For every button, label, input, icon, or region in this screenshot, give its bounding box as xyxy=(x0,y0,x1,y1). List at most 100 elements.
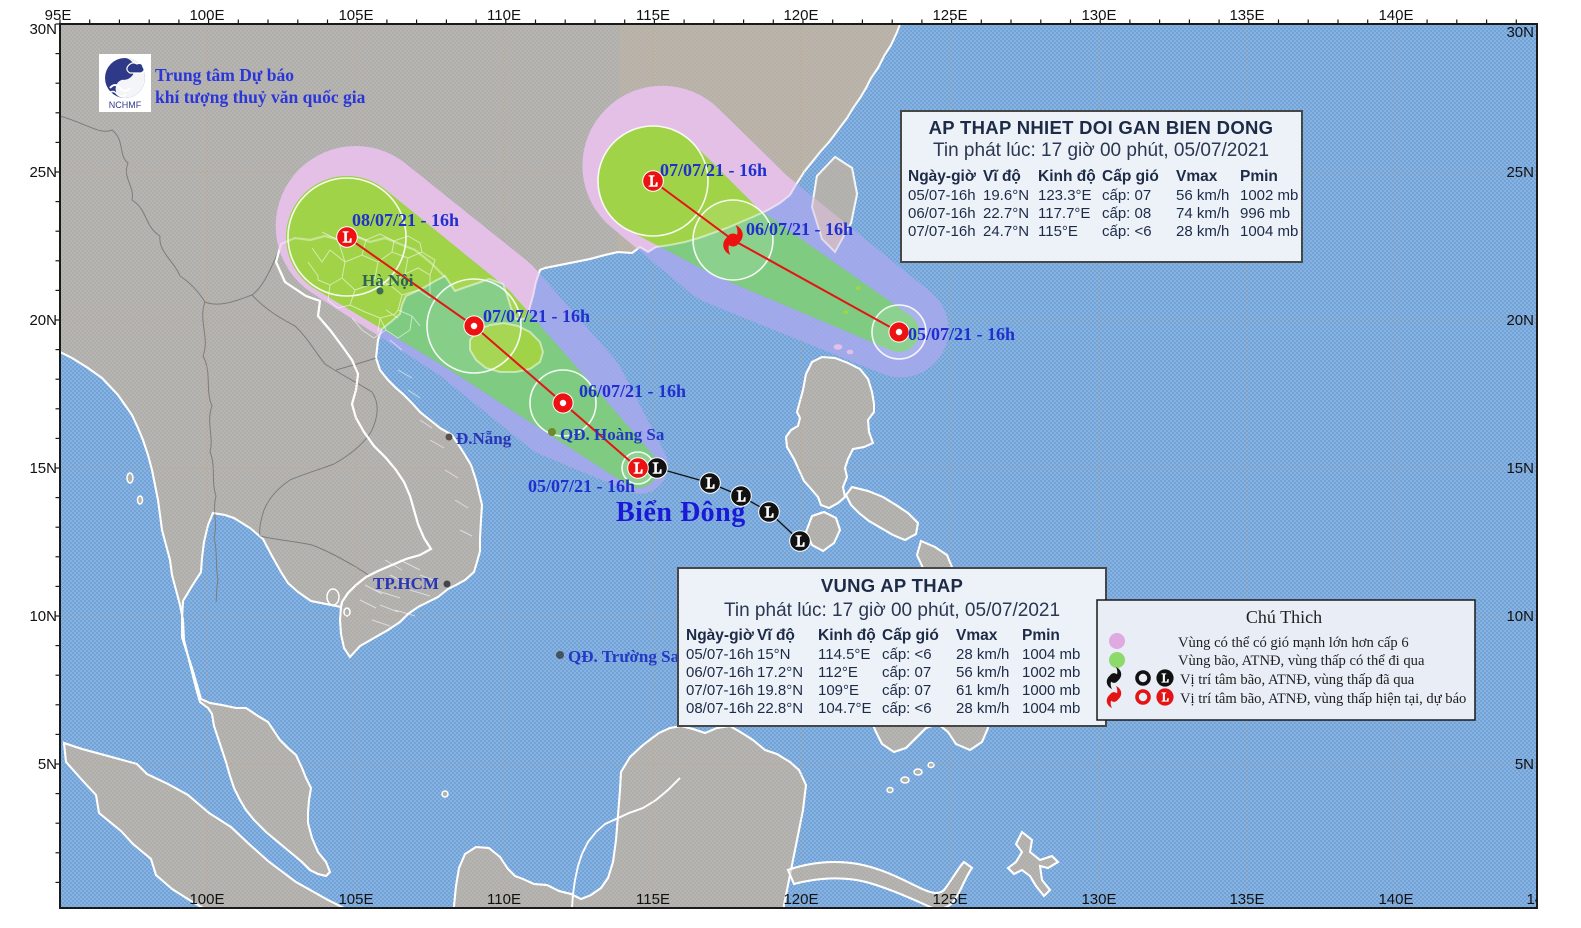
svg-text:08/07-16h: 08/07-16h xyxy=(686,700,754,717)
svg-text:cấp: 07: cấp: 07 xyxy=(1102,187,1151,204)
svg-text:1004 mb: 1004 mb xyxy=(1022,646,1080,663)
svg-text:Trung tâm Dự báo: Trung tâm Dự báo xyxy=(155,65,294,85)
svg-text:Vùng bão, ATNĐ, vùng thấp có t: Vùng bão, ATNĐ, vùng thấp có thể đi qua xyxy=(1178,653,1425,669)
svg-text:5N: 5N xyxy=(38,756,57,773)
svg-text:140E: 140E xyxy=(1378,891,1413,908)
svg-text:Biển Đông: Biển Đông xyxy=(616,497,746,528)
svg-text:145E: 145E xyxy=(1526,891,1561,908)
svg-text:115°E: 115°E xyxy=(1038,223,1078,240)
svg-text:05/07/21 - 16h: 05/07/21 - 16h xyxy=(528,476,635,496)
svg-text:Đ.Nẵng: Đ.Nẵng xyxy=(456,429,512,448)
svg-text:30N: 30N xyxy=(29,21,57,38)
svg-text:28 km/h: 28 km/h xyxy=(956,646,1009,663)
svg-text:NCHMF: NCHMF xyxy=(109,100,142,110)
svg-text:Vmax: Vmax xyxy=(956,627,998,644)
svg-text:996 mb: 996 mb xyxy=(1240,205,1290,222)
svg-text:120E: 120E xyxy=(783,7,818,24)
svg-text:05/07-16h: 05/07-16h xyxy=(908,187,976,204)
svg-text:VUNG AP THAP: VUNG AP THAP xyxy=(821,575,963,596)
svg-text:135E: 135E xyxy=(1229,7,1264,24)
svg-text:109°E: 109°E xyxy=(818,682,859,699)
svg-text:06/07-16h: 06/07-16h xyxy=(908,205,976,222)
svg-text:cấp: <6: cấp: <6 xyxy=(1102,223,1152,240)
svg-text:Cấp gió: Cấp gió xyxy=(882,627,939,644)
svg-text:05/07-16h: 05/07-16h xyxy=(686,646,754,663)
svg-text:Hà Nội: Hà Nội xyxy=(362,271,414,290)
svg-text:Vị trí tâm bão, ATNĐ, vùng thấ: Vị trí tâm bão, ATNĐ, vùng thấp hiện tại… xyxy=(1180,691,1466,707)
svg-text:25N: 25N xyxy=(29,164,57,181)
svg-text:1000 mb: 1000 mb xyxy=(1022,682,1080,699)
svg-text:khí tượng thuỷ văn quốc gia: khí tượng thuỷ văn quốc gia xyxy=(155,87,366,107)
svg-text:Chú Thich: Chú Thich xyxy=(1246,607,1322,627)
svg-text:Tin phát lúc: 17 giờ 00 phút,: Tin phát lúc: 17 giờ 00 phút, 05/07/2021 xyxy=(724,600,1060,621)
svg-text:1002 mb: 1002 mb xyxy=(1240,187,1298,204)
svg-text:20N: 20N xyxy=(29,312,57,329)
svg-text:5N: 5N xyxy=(1515,756,1534,773)
svg-text:QĐ. Hoàng Sa: QĐ. Hoàng Sa xyxy=(560,425,665,444)
svg-text:10N: 10N xyxy=(1506,608,1534,625)
svg-text:QĐ. Trường Sa: QĐ. Trường Sa xyxy=(568,647,680,666)
svg-text:61 km/h: 61 km/h xyxy=(956,682,1009,699)
svg-text:19.8°N: 19.8°N xyxy=(757,682,803,699)
svg-text:17.2°N: 17.2°N xyxy=(757,664,803,681)
svg-text:cấp: 07: cấp: 07 xyxy=(882,664,931,681)
svg-text:130E: 130E xyxy=(1081,891,1116,908)
svg-text:15°N: 15°N xyxy=(757,646,791,663)
svg-text:100E: 100E xyxy=(189,7,224,24)
svg-text:15N: 15N xyxy=(1506,460,1534,477)
svg-text:22.7°N: 22.7°N xyxy=(983,205,1029,222)
svg-text:Cấp gió: Cấp gió xyxy=(1102,168,1159,185)
svg-text:130E: 130E xyxy=(1081,7,1116,24)
svg-text:56 km/h: 56 km/h xyxy=(956,664,1009,681)
svg-text:Kinh độ: Kinh độ xyxy=(1038,168,1096,185)
svg-text:30N: 30N xyxy=(1506,24,1534,41)
svg-text:28 km/h: 28 km/h xyxy=(956,700,1009,717)
svg-text:24.7°N: 24.7°N xyxy=(983,223,1029,240)
svg-text:28 km/h: 28 km/h xyxy=(1176,223,1229,240)
svg-text:117.7°E: 117.7°E xyxy=(1038,205,1090,222)
svg-text:114.5°E: 114.5°E xyxy=(818,646,870,663)
svg-text:20N: 20N xyxy=(1506,312,1534,329)
svg-text:100E: 100E xyxy=(189,891,224,908)
svg-text:15N: 15N xyxy=(29,460,57,477)
svg-text:Vùng có thể có gió mạnh lớn hơ: Vùng có thể có gió mạnh lớn hơn cấp 6 xyxy=(1178,635,1409,651)
svg-text:cấp: <6: cấp: <6 xyxy=(882,646,932,663)
svg-text:115E: 115E xyxy=(636,891,670,908)
svg-text:123.3°E: 123.3°E xyxy=(1038,187,1092,204)
svg-text:Vị trí tâm bão, ATNĐ, vùng thấ: Vị trí tâm bão, ATNĐ, vùng thấp đã qua xyxy=(1180,672,1415,688)
svg-text:08/07/21 - 16h: 08/07/21 - 16h xyxy=(352,210,459,230)
svg-text:cấp: <6: cấp: <6 xyxy=(882,700,932,717)
svg-text:19.6°N: 19.6°N xyxy=(983,187,1029,204)
svg-text:Pmin: Pmin xyxy=(1022,627,1060,644)
svg-text:104.7°E: 104.7°E xyxy=(818,700,872,717)
svg-text:22.8°N: 22.8°N xyxy=(757,700,803,717)
svg-text:110E: 110E xyxy=(487,891,521,908)
svg-text:Kinh độ: Kinh độ xyxy=(818,627,876,644)
svg-text:cấp: 08: cấp: 08 xyxy=(1102,205,1151,222)
svg-text:135E: 135E xyxy=(1229,891,1264,908)
svg-text:AP THAP NHIET DOI GAN BIEN DON: AP THAP NHIET DOI GAN BIEN DONG xyxy=(929,117,1274,138)
svg-text:TP.HCM: TP.HCM xyxy=(373,574,439,593)
svg-text:1002 mb: 1002 mb xyxy=(1022,664,1080,681)
svg-text:Ngày-giờ: Ngày-giờ xyxy=(686,627,755,644)
svg-text:Vĩ độ: Vĩ độ xyxy=(983,168,1021,185)
svg-text:Vmax: Vmax xyxy=(1176,168,1218,185)
svg-text:125E: 125E xyxy=(932,7,967,24)
svg-text:125E: 125E xyxy=(932,891,967,908)
svg-text:105E: 105E xyxy=(338,7,373,24)
svg-text:07/07-16h: 07/07-16h xyxy=(686,682,754,699)
svg-text:10N: 10N xyxy=(29,608,57,625)
svg-text:74 km/h: 74 km/h xyxy=(1176,205,1229,222)
svg-text:Vĩ độ: Vĩ độ xyxy=(757,627,795,644)
svg-text:95E: 95E xyxy=(45,7,72,24)
svg-text:56 km/h: 56 km/h xyxy=(1176,187,1229,204)
svg-text:115E: 115E xyxy=(636,7,670,24)
svg-text:Tin phát lúc: 17 giờ 00 phút,: Tin phát lúc: 17 giờ 00 phút, 05/07/2021 xyxy=(933,140,1269,161)
svg-text:06/07-16h: 06/07-16h xyxy=(686,664,754,681)
svg-text:1004 mb: 1004 mb xyxy=(1022,700,1080,717)
svg-text:cấp: 07: cấp: 07 xyxy=(882,682,931,699)
svg-text:Ngày-giờ: Ngày-giờ xyxy=(908,168,977,185)
svg-text:1004 mb: 1004 mb xyxy=(1240,223,1298,240)
svg-text:06/07/21 - 16h: 06/07/21 - 16h xyxy=(579,381,686,401)
svg-text:05/07/21 - 16h: 05/07/21 - 16h xyxy=(908,324,1015,344)
